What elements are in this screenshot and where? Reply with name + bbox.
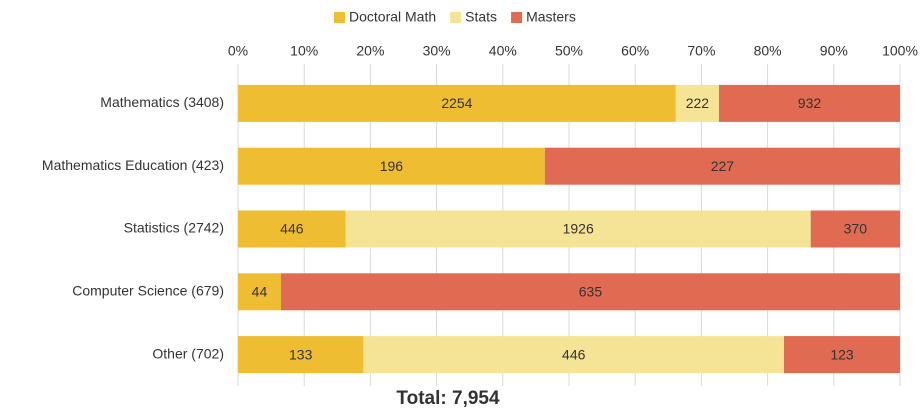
data-label: 44 [252, 284, 268, 300]
x-tick-label: 90% [820, 43, 848, 59]
x-tick-label: 70% [687, 43, 715, 59]
legend-swatch [511, 12, 523, 23]
bar-segment [784, 336, 900, 374]
data-label: 196 [380, 158, 404, 174]
x-tick-label: 40% [489, 43, 517, 59]
data-label: 1926 [563, 221, 594, 237]
x-tick-label: 20% [356, 43, 384, 59]
data-label: 932 [798, 95, 822, 111]
y-tick-label: Computer Science (679) [72, 283, 224, 299]
bar-segment [238, 210, 346, 248]
data-label: 446 [280, 221, 304, 237]
data-label: 227 [711, 158, 735, 174]
bar-segment [363, 336, 785, 374]
data-label: 123 [830, 346, 854, 362]
x-tick-label: 30% [423, 43, 451, 59]
data-label: 370 [844, 221, 868, 237]
y-tick-label: Statistics (2742) [124, 220, 224, 236]
x-tick-label: 50% [555, 43, 583, 59]
y-tick-label: Mathematics Education (423) [42, 157, 224, 173]
legend-swatch [334, 12, 345, 23]
y-tick-label: Other (702) [152, 345, 224, 361]
data-label: 446 [562, 346, 586, 362]
bar-segment [238, 273, 281, 311]
y-tick-label: Mathematics (3408) [100, 94, 224, 110]
bar-segment [718, 84, 900, 122]
legend-label: Masters [526, 9, 576, 25]
x-tick-label: 100% [882, 43, 918, 59]
bar-segment [345, 210, 811, 248]
data-label: 2254 [441, 95, 472, 111]
legend-label: Doctoral Math [349, 9, 436, 25]
legend-label: Stats [465, 9, 497, 25]
bar-segment [238, 147, 545, 185]
total-annotation: Total: 7,954 [396, 388, 500, 409]
bar-segment [810, 210, 900, 248]
bar-segment [280, 273, 900, 311]
data-label: 222 [686, 95, 710, 111]
x-tick-label: 80% [754, 43, 782, 59]
bar-segment [544, 147, 900, 185]
bar-segment [675, 84, 719, 122]
x-tick-label: 60% [621, 43, 649, 59]
legend-swatch [450, 12, 462, 23]
x-tick-label: 10% [290, 43, 318, 59]
bar-segment [238, 336, 364, 374]
bar-segment [238, 84, 676, 122]
x-tick-label: 0% [228, 43, 248, 59]
data-label: 133 [289, 346, 313, 362]
data-label: 635 [579, 284, 603, 300]
